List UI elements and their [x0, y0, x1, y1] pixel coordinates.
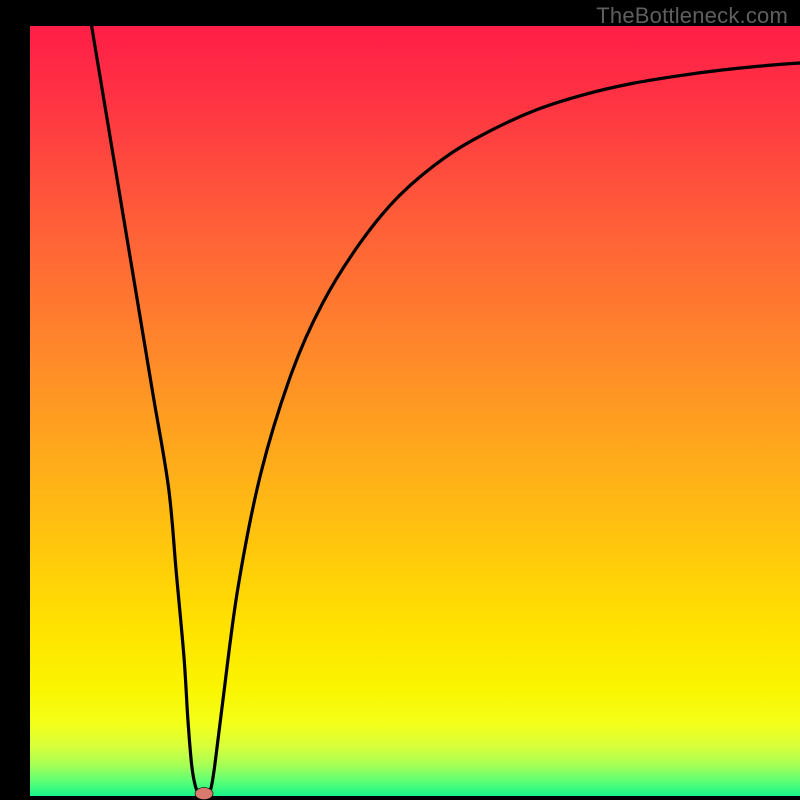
- sweet-spot-marker: [195, 788, 213, 800]
- chart-svg: [0, 0, 800, 800]
- plot-area: [30, 26, 800, 796]
- bottleneck-chart: TheBottleneck.com: [0, 0, 800, 800]
